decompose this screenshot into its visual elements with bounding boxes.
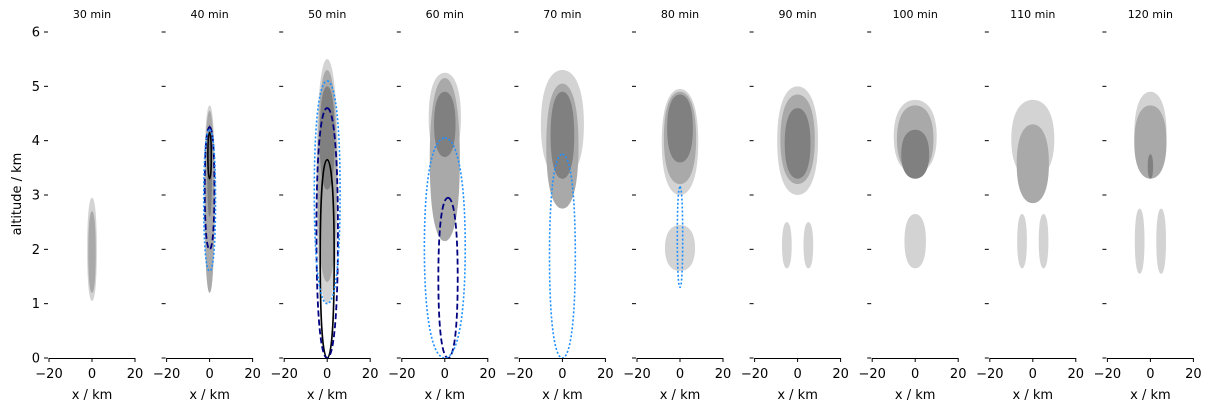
contour-fill-level-0 [803,222,814,269]
x-tick-label: −20 [388,367,415,382]
panel-title: 100 min [893,8,938,21]
contour-fill-level-2 [784,108,811,179]
contour-fill-level-0 [1156,208,1166,274]
contour-line-black [207,131,213,180]
y-tick-label: 4 [32,134,40,149]
contour-fill-level-0 [1038,214,1049,269]
contour-fill-level-0 [782,222,792,269]
contour-line-blue_dotted [423,137,467,359]
x-tick-label: −20 [623,367,650,382]
contour-fill-level-0 [1017,214,1027,269]
x-tick-label: −20 [506,367,533,382]
x-axis-label: x / km [777,388,818,403]
panel-title: 90 min [778,8,816,21]
x-tick-label: 0 [793,367,801,382]
y-tick-label: 1 [32,297,40,312]
x-tick-label: 20 [950,367,967,382]
y-axis-label: altitude / km [10,153,25,236]
contour-fill-level-1 [1016,124,1049,204]
x-tick-label: 20 [1185,367,1202,382]
x-tick-label: 0 [558,367,566,382]
x-tick-label: −20 [35,367,62,382]
contour-fill-level-1 [1134,105,1167,179]
x-tick-label: −20 [270,367,297,382]
contour-line-blue_dotted [313,80,341,305]
contour-fill-level-0 [904,214,926,269]
contour-fill-level-1 [88,211,96,293]
contour-fill-level-2 [1147,154,1154,179]
x-axis-label: x / km [660,388,701,403]
y-tick-label: 3 [32,189,40,204]
panel-2: 50 min −20 0 20 x / km [270,8,378,403]
y-tick-label: 0 [32,352,40,367]
contour-fill-level-2 [901,129,930,179]
x-tick-label: 0 [911,367,919,382]
x-tick-label: −20 [858,367,885,382]
panel-title: 110 min [1010,8,1055,21]
x-tick-label: 20 [127,367,144,382]
contour-fill-level-2 [667,94,693,163]
panel-title: 30 min [73,8,111,21]
contour-fill-level-2 [319,86,335,190]
x-tick-label: 20 [362,367,379,382]
panel-4: 70 min −20 0 20 x / km [506,8,614,403]
x-tick-label: 20 [244,367,261,382]
y-tick-label: 2 [32,243,40,258]
x-tick-label: 0 [323,367,331,382]
panel-title: 60 min [426,8,464,21]
x-tick-label: 0 [88,367,96,382]
x-axis-label: x / km [895,388,936,403]
x-axis-label: x / km [425,388,466,403]
x-tick-label: 0 [441,367,449,382]
x-axis-label: x / km [72,388,113,403]
x-tick-label: −20 [1094,367,1121,382]
x-tick-label: 0 [1029,367,1037,382]
panel-title: 50 min [308,8,346,21]
panel-9: 120 min −20 0 20 x / km [1094,8,1202,403]
panel-1: 40 min −20 0 20 x / km [153,8,261,403]
x-tick-label: 20 [597,367,614,382]
x-tick-label: 20 [1068,367,1085,382]
y-tick-label: 5 [32,80,40,95]
x-axis-label: x / km [307,388,348,403]
x-axis-label: x / km [189,388,230,403]
panel-title: 80 min [661,8,699,21]
x-tick-label: −20 [976,367,1003,382]
x-tick-label: −20 [153,367,180,382]
panel-3: 60 min −20 0 20 x / km [388,8,496,403]
contour-fill-level-2 [550,91,575,179]
panel-title: 120 min [1128,8,1173,21]
panel-title: 40 min [190,8,228,21]
contour-fill-level-0 [664,224,696,272]
x-tick-label: 20 [480,367,497,382]
x-axis-label: x / km [542,388,583,403]
contour-fill-level-0 [1134,208,1145,274]
x-tick-label: −20 [741,367,768,382]
y-tick-label: 6 [32,26,40,41]
panel-title: 70 min [543,8,581,21]
x-tick-label: 0 [676,367,684,382]
x-tick-label: 0 [205,367,213,382]
panel-6: 90 min −20 0 20 x / km [741,8,849,403]
contour-fill-level-2 [434,91,456,157]
panel-8: 110 min −20 0 20 x / km [976,8,1084,403]
x-tick-label: 20 [715,367,732,382]
x-axis-label: x / km [1130,388,1171,403]
panel-5: 80 min −20 0 20 x / km [623,8,731,403]
panel-7: 100 min −20 0 20 x / km [858,8,966,403]
contour-line-blue_dotted [676,186,684,289]
x-axis-label: x / km [1013,388,1054,403]
x-tick-label: 20 [832,367,849,382]
x-tick-label: 0 [1146,367,1154,382]
